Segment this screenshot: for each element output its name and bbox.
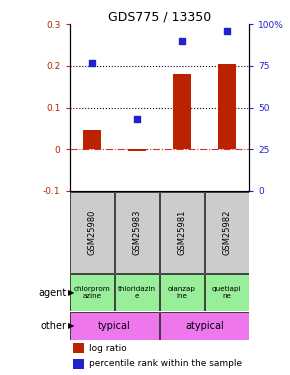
FancyBboxPatch shape [115,274,159,311]
FancyBboxPatch shape [70,274,114,311]
FancyBboxPatch shape [70,312,159,340]
Text: ▶: ▶ [68,288,75,297]
Text: atypical: atypical [185,321,224,331]
Text: olanzap
ine: olanzap ine [168,286,196,299]
FancyBboxPatch shape [205,274,249,311]
Text: chlorprom
azine: chlorprom azine [74,286,110,299]
Point [135,116,139,122]
Bar [73,343,84,353]
FancyBboxPatch shape [205,192,249,273]
Text: GSM25982: GSM25982 [222,210,231,255]
FancyBboxPatch shape [70,192,114,273]
Point [90,60,94,66]
Bar [73,359,84,369]
FancyBboxPatch shape [160,312,249,340]
FancyBboxPatch shape [115,192,159,273]
FancyBboxPatch shape [160,274,204,311]
Bar [173,74,191,149]
Text: GSM25981: GSM25981 [177,210,186,255]
Text: GSM25983: GSM25983 [133,210,142,255]
Text: ▶: ▶ [68,321,75,330]
Bar [218,64,236,149]
Text: log ratio: log ratio [89,344,127,352]
Text: quetiapi
ne: quetiapi ne [212,286,242,299]
FancyBboxPatch shape [160,192,204,273]
Bar [83,130,101,149]
Text: GSM25980: GSM25980 [88,210,97,255]
Point [224,28,229,34]
Point [180,38,184,44]
Text: agent: agent [39,288,67,298]
Title: GDS775 / 13350: GDS775 / 13350 [108,10,211,23]
Text: percentile rank within the sample: percentile rank within the sample [89,359,242,368]
Text: other: other [41,321,67,331]
Bar [128,149,146,151]
Text: thioridazin
e: thioridazin e [118,286,156,299]
Text: typical: typical [98,321,131,331]
